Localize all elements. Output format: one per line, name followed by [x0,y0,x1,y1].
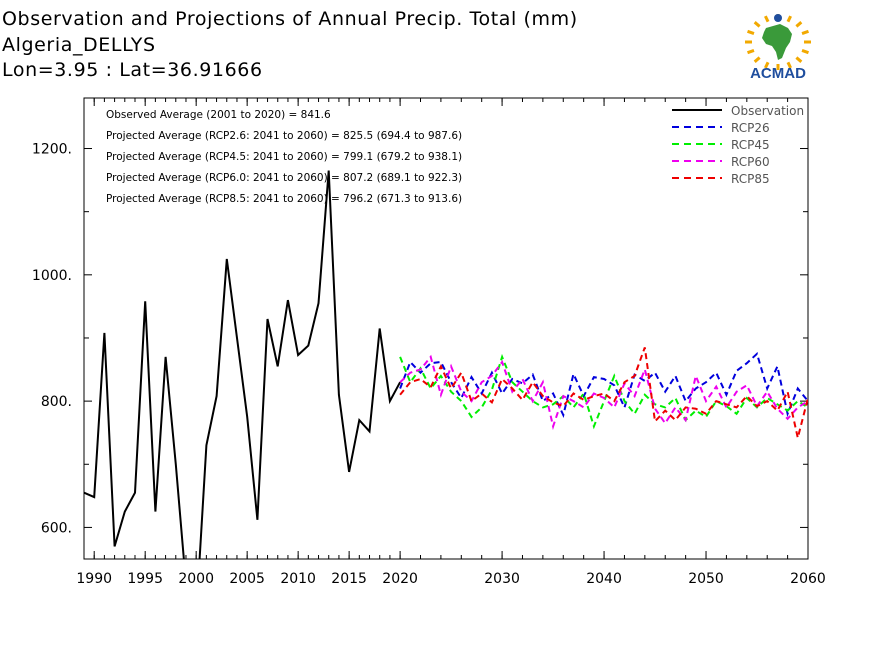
x-tick-label: 2060 [790,571,826,587]
x-tick-label: 2020 [382,571,418,587]
x-tick-label: 2005 [229,571,265,587]
x-tick-label: 2040 [586,571,622,587]
legend-label: RCP85 [731,172,770,186]
logo-text: ACMAD [750,65,806,82]
annotation-text: Observed Average (2001 to 2020) = 841.6 [106,109,331,121]
annotation-text: Projected Average (RCP6.0: 2041 to 2060)… [106,172,462,184]
annotation-text: Projected Average (RCP2.6: 2041 to 2060)… [106,130,462,142]
logo-ray [764,15,770,23]
acmad-logo: ACMAD [745,14,811,82]
station-coordinates: Lon=3.95 : Lat=36.91666 [2,59,263,81]
plot-frame [83,97,809,560]
logo-ray [786,15,792,23]
legend-label: RCP60 [731,155,770,169]
logo-ray [795,21,803,28]
y-tick-label: 600. [41,520,72,536]
logo-ray [753,21,761,28]
station-name: Algeria_DELLYS [2,34,156,56]
x-tick-label: 1995 [127,571,163,587]
series-line-rcp45 [399,353,808,430]
y-tick-label: 800. [41,394,72,410]
logo-ray [786,61,792,69]
logo-ray [747,29,755,35]
y-tick-label: 1000. [32,268,72,284]
series-line-rcp85 [399,347,808,439]
series-line-rcp60 [399,354,808,431]
logo-ray [753,56,761,63]
chart-title: Observation and Projections of Annual Pr… [2,8,578,30]
series-line-observation [84,170,401,559]
annotation-text: Projected Average (RCP8.5: 2041 to 2060)… [106,193,462,205]
logo-ray [801,29,809,35]
x-tick-label: 2010 [280,571,316,587]
series-line-rcp26 [399,351,808,418]
logo-ray [801,49,809,55]
annotation-text: Projected Average (RCP4.5: 2041 to 2060)… [106,151,462,163]
legend-label: Observation [731,104,804,118]
legend-label: RCP45 [731,138,770,152]
x-tick-label: 2050 [688,571,724,587]
x-tick-label: 1990 [76,571,112,587]
x-tick-label: 2015 [331,571,367,587]
legend-label: RCP26 [731,121,770,135]
logo-ray [747,49,755,55]
x-tick-label: 2030 [484,571,520,587]
x-tick-label: 2000 [178,571,214,587]
logo-ray [795,56,803,63]
y-tick-label: 1200. [32,142,72,158]
logo-ray [764,61,770,69]
